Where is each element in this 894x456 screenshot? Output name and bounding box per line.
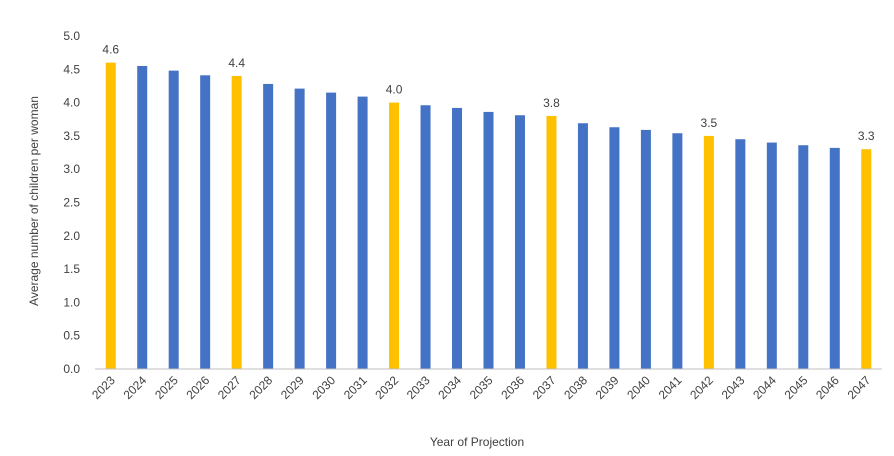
y-tick-label: 0.5: [63, 329, 80, 343]
data-label-2023: 4.6: [102, 43, 119, 57]
bar-2047: [861, 149, 872, 369]
bars: [105, 62, 872, 370]
bar-2041: [672, 133, 683, 369]
bar-2031: [357, 96, 368, 369]
y-tick-label: 2.0: [63, 229, 80, 243]
y-tick-label: 1.5: [63, 262, 80, 276]
y-tick-label: 0.0: [63, 362, 80, 376]
y-tick-label: 3.0: [63, 162, 80, 176]
bar-2034: [452, 107, 463, 369]
y-tick-label: 1.0: [63, 295, 80, 309]
bar-2035: [483, 111, 494, 369]
bar-2029: [294, 88, 305, 369]
bar-2027: [231, 75, 242, 370]
bar-2045: [798, 145, 809, 369]
bar-2037: [546, 115, 557, 369]
data-labels: 4.6 4.4 4.0 3.8 3.5 3.3: [102, 43, 875, 144]
data-label-2047: 3.3: [858, 129, 875, 143]
y-axis-title: Average number of children per woman: [27, 96, 41, 306]
y-tick-label: 5.0: [63, 29, 80, 43]
bar-2040: [640, 129, 651, 369]
bar-2036: [514, 115, 525, 369]
bar-2024: [137, 65, 148, 369]
y-tick-label: 3.5: [63, 129, 80, 143]
data-label-2032: 4.0: [386, 83, 403, 97]
bar-2026: [200, 75, 211, 369]
data-label-2027: 4.4: [228, 56, 245, 70]
bar-2023: [105, 62, 116, 369]
bar-2033: [420, 105, 431, 369]
bar-2042: [703, 135, 714, 369]
bar-2046: [829, 147, 840, 369]
y-tick-label: 4.5: [63, 62, 80, 76]
bar-2038: [577, 123, 588, 369]
y-tick-label: 2.5: [63, 196, 80, 210]
bar-2043: [735, 139, 746, 369]
bar-2030: [326, 92, 337, 370]
bar-2044: [766, 142, 777, 369]
bar-2028: [263, 83, 274, 370]
bar-2032: [389, 102, 400, 369]
data-label-2042: 3.5: [701, 116, 718, 130]
y-tick-label: 4.0: [63, 96, 80, 110]
y-axis-ticks: 0.0 0.5 1.0 1.5 2.0 2.5 3.0 3.5 4.0 4.5 5.0: [63, 29, 80, 376]
data-label-2037: 3.8: [543, 96, 560, 110]
x-axis-title: Year of Projection: [430, 435, 524, 449]
bar-2039: [609, 127, 620, 369]
bar-2025: [168, 70, 179, 370]
